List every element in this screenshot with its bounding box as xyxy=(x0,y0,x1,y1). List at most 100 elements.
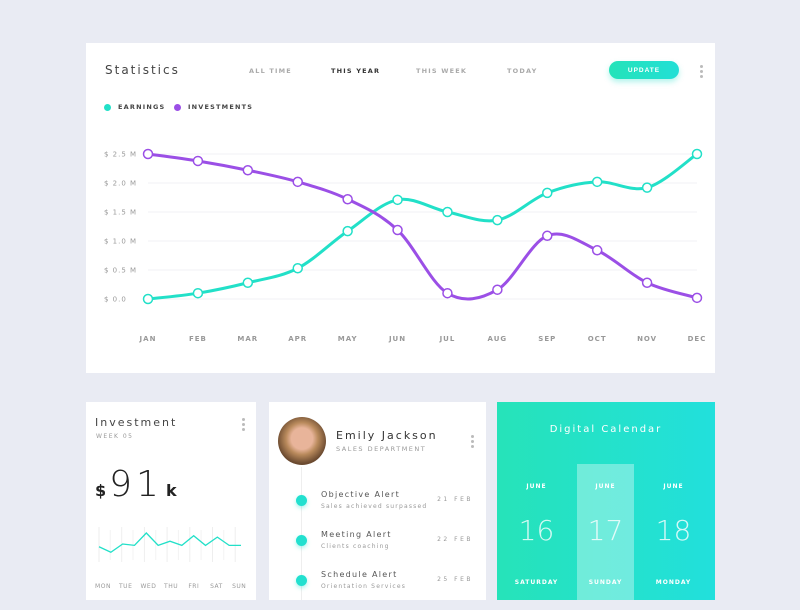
day-label: TUE xyxy=(118,583,132,590)
legend-label: EARNINGS xyxy=(118,103,166,111)
currency-symbol: $ xyxy=(95,481,107,500)
x-tick-label: JUL xyxy=(439,335,456,343)
data-point xyxy=(242,277,254,289)
day-month: JUNE xyxy=(595,483,616,490)
update-button[interactable]: UPDATE xyxy=(609,61,679,79)
y-tick-label: $ 2.5 M xyxy=(104,151,137,159)
x-tick-label: AUG xyxy=(488,335,508,343)
calendar-day-18[interactable]: JUNE 18 MONDAY xyxy=(645,464,702,600)
x-tick-label: APR xyxy=(288,335,307,343)
profile-department: SALES DEPARTMENT xyxy=(336,445,427,453)
day-number: 17 xyxy=(587,514,624,547)
data-point xyxy=(142,293,154,305)
alert-item[interactable]: Schedule Alert Orientation Services 25 FEB xyxy=(269,570,486,610)
data-point xyxy=(292,176,303,188)
data-point xyxy=(242,164,254,176)
day-weekday: MONDAY xyxy=(655,579,692,586)
legend-label: INVESTMENTS xyxy=(188,103,254,111)
legend-earnings: EARNINGS xyxy=(104,103,165,111)
y-tick-label: $ 0.0 xyxy=(104,296,127,304)
data-point xyxy=(591,176,603,188)
x-tick-label: SEP xyxy=(538,335,556,343)
data-point xyxy=(392,224,403,236)
profile-name: Emily Jackson xyxy=(336,429,438,442)
tab-this-year[interactable]: THIS YEAR xyxy=(331,67,381,75)
more-options-icon[interactable] xyxy=(242,418,245,433)
y-tick-label: $ 1.0 M xyxy=(104,238,137,246)
more-options-icon[interactable] xyxy=(700,65,703,80)
day-weekday: SATURDAY xyxy=(514,579,559,586)
alert-subtitle: Clients coaching xyxy=(321,543,390,550)
tab-this-week[interactable]: THIS WEEK xyxy=(416,67,468,75)
data-point xyxy=(492,284,503,295)
more-options-icon[interactable] xyxy=(471,435,474,450)
alert-title: Schedule Alert xyxy=(321,570,398,579)
investment-week: WEEK 05 xyxy=(96,433,134,440)
x-tick-label: JUN xyxy=(388,335,406,343)
data-point xyxy=(542,230,553,242)
profile-card: Emily Jackson SALES DEPARTMENT Objective… xyxy=(269,402,486,600)
day-label: FRI xyxy=(188,583,199,590)
day-label: MON xyxy=(95,583,111,590)
x-tick-label: MAY xyxy=(338,335,358,343)
amount-unit: k xyxy=(165,481,177,500)
day-month: JUNE xyxy=(526,483,547,490)
day-label: SUN xyxy=(232,583,246,590)
data-point xyxy=(691,148,703,160)
data-point xyxy=(591,245,603,256)
series-line-earnings xyxy=(147,152,698,301)
data-point xyxy=(641,182,653,193)
alert-subtitle: Sales achieved surpassed xyxy=(321,503,428,510)
data-point xyxy=(542,187,553,199)
data-point xyxy=(392,194,403,206)
statistics-line-chart: $ 0.0 $ 0.5 M $ 1.0 M $ 1.5 M $ 2.0 M $ 2.5 M… xyxy=(104,148,705,343)
data-point xyxy=(342,193,353,205)
x-tick-label: MAR xyxy=(237,335,258,343)
statistics-card: Statistics ALL TIME THIS YEAR THIS WEEK … xyxy=(86,43,715,373)
data-point xyxy=(192,287,204,299)
data-point xyxy=(292,263,303,274)
earnings-dot-icon xyxy=(104,103,111,111)
amount-value: 91 xyxy=(109,464,163,505)
avatar xyxy=(278,417,326,465)
day-label: SAT xyxy=(210,583,223,590)
alert-subtitle: Orientation Services xyxy=(321,583,407,590)
alert-title: Meeting Alert xyxy=(321,530,392,539)
tab-today[interactable]: TODAY xyxy=(507,67,538,75)
data-point xyxy=(442,206,453,218)
data-point xyxy=(142,148,154,160)
timeline-line xyxy=(301,467,302,600)
timeline-bullet-icon xyxy=(296,495,307,506)
alert-item[interactable]: Meeting Alert Clients coaching 22 FEB xyxy=(269,530,486,570)
y-tick-label: $ 1.5 M xyxy=(104,209,137,217)
day-number: 18 xyxy=(655,514,692,547)
calendar-day-17[interactable]: JUNE 17 SUNDAY xyxy=(577,464,634,600)
alert-date: 25 FEB xyxy=(437,576,473,583)
alert-item[interactable]: Objective Alert Sales achieved surpassed 2… xyxy=(269,490,486,530)
day-number: 16 xyxy=(518,514,555,547)
investments-dot-icon xyxy=(174,103,181,111)
day-label: THU xyxy=(163,583,178,590)
alert-date: 22 FEB xyxy=(437,536,473,543)
timeline-bullet-icon xyxy=(296,575,307,586)
day-weekday: SUNDAY xyxy=(588,579,623,586)
legend-investments: INVESTMENTS xyxy=(174,103,253,111)
day-label: WED xyxy=(140,583,156,590)
series-line-investments xyxy=(147,152,698,301)
x-tick-label: JAN xyxy=(139,335,157,343)
data-point xyxy=(442,287,453,299)
data-point xyxy=(691,292,703,304)
day-month: JUNE xyxy=(663,483,684,490)
investment-title: Investment xyxy=(95,416,178,429)
alert-date: 21 FEB xyxy=(437,496,473,503)
data-point xyxy=(342,225,353,237)
y-tick-label: $ 0.5 M xyxy=(104,267,137,275)
data-point xyxy=(192,155,204,167)
tab-all-time[interactable]: ALL TIME xyxy=(249,67,292,75)
investment-card: Investment WEEK 05 $ 91 k MON TUE WED THU FR… xyxy=(86,402,256,600)
data-point xyxy=(641,277,653,289)
data-point xyxy=(492,214,503,226)
x-tick-label: OCT xyxy=(588,335,607,343)
calendar-day-16[interactable]: JUNE 16 SATURDAY xyxy=(508,464,565,600)
sparkline-line xyxy=(98,532,241,553)
